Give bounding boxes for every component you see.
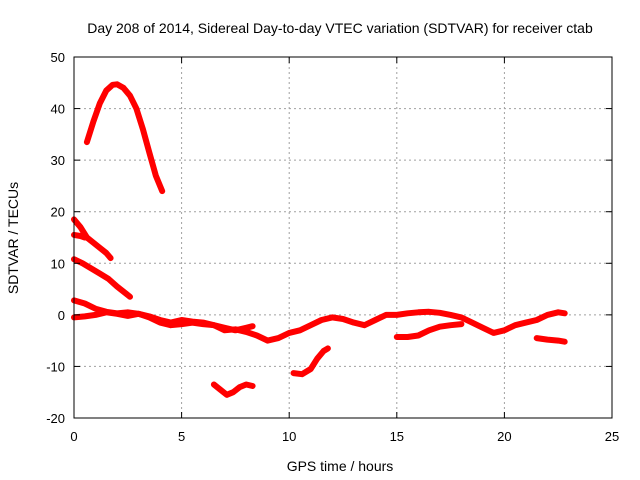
plot-frame bbox=[73, 56, 613, 419]
grid-lines bbox=[74, 57, 612, 418]
x-tick-label-10: 10 bbox=[282, 429, 296, 444]
series-arc-3 bbox=[71, 231, 88, 241]
tick-labels: 0 5 10 15 20 25 -20 -10 0 10 20 30 40 50 bbox=[46, 50, 619, 444]
y-tick-label--20: -20 bbox=[46, 411, 65, 426]
y-tick-label-30: 30 bbox=[51, 153, 65, 168]
chart-title: Day 208 of 2014, Sidereal Day-to-day VTE… bbox=[87, 20, 593, 36]
x-tick-label-15: 15 bbox=[390, 429, 404, 444]
series-arc-2 bbox=[71, 216, 114, 262]
series-arc-1 bbox=[83, 81, 166, 195]
series-arc-9 bbox=[210, 381, 256, 398]
x-tick-label-5: 5 bbox=[178, 429, 185, 444]
series-arc-7 bbox=[393, 321, 465, 340]
x-axis-label: GPS time / hours bbox=[287, 458, 394, 474]
series-arc-4 bbox=[71, 256, 133, 300]
x-tick-label-0: 0 bbox=[70, 429, 77, 444]
y-tick-label-40: 40 bbox=[51, 102, 65, 117]
series-arc-10 bbox=[290, 345, 331, 378]
y-tick-label-50: 50 bbox=[51, 50, 65, 65]
axis-ticks bbox=[73, 56, 613, 419]
y-tick-label--10: -10 bbox=[46, 359, 65, 374]
y-tick-label-20: 20 bbox=[51, 205, 65, 220]
series-layer bbox=[71, 81, 568, 398]
y-tick-label-0: 0 bbox=[58, 308, 65, 323]
x-tick-label-25: 25 bbox=[605, 429, 619, 444]
series-arc-6 bbox=[71, 308, 568, 344]
y-tick-label-10: 10 bbox=[51, 256, 65, 271]
y-axis-label: SDTVAR / TECUs bbox=[5, 182, 21, 294]
x-tick-label-20: 20 bbox=[497, 429, 511, 444]
series-arc-8 bbox=[533, 335, 568, 345]
